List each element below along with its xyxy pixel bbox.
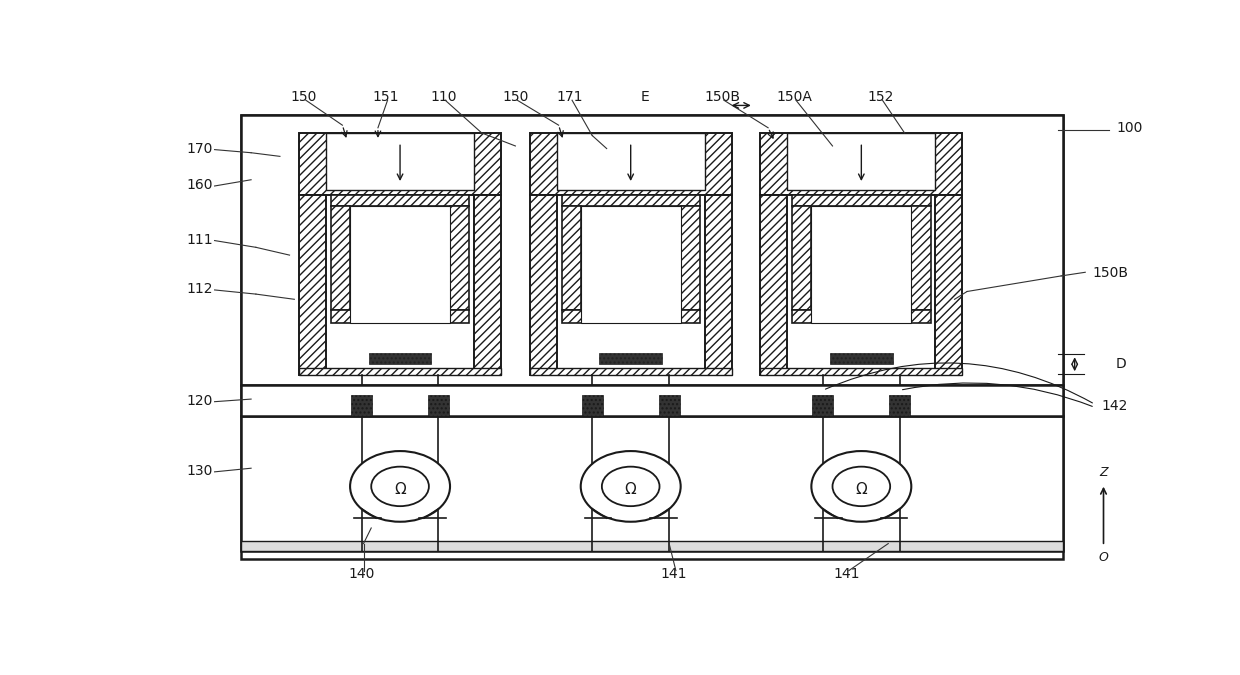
Bar [787,133,935,190]
Bar [792,206,811,310]
Text: 100: 100 [1116,121,1142,135]
Text: 110: 110 [430,90,456,103]
Bar [557,133,704,190]
Bar [299,133,501,195]
Bar [350,206,450,323]
Text: 142: 142 [1101,399,1128,413]
Bar [299,369,501,375]
Text: 130: 130 [186,464,213,478]
Text: D: D [1116,357,1127,371]
Bar [935,195,962,375]
Bar [830,353,893,365]
Bar [474,195,501,375]
Bar [242,541,1063,551]
Bar [681,206,699,310]
Bar [331,195,469,206]
Bar [242,385,1063,416]
Bar [760,133,962,195]
Bar [792,310,930,323]
Bar [529,133,732,195]
Text: 170: 170 [186,142,213,155]
Text: 141: 141 [833,567,861,580]
Bar [599,353,662,365]
Ellipse shape [350,451,450,522]
Bar [760,195,787,375]
Text: Ω: Ω [856,481,867,497]
Text: Ω: Ω [625,481,636,497]
Text: 151: 151 [372,90,399,103]
Text: 152: 152 [867,90,894,103]
Bar [760,369,962,375]
Bar [562,206,580,310]
Bar [580,206,681,323]
Ellipse shape [832,466,890,506]
Bar [704,195,732,375]
Ellipse shape [580,451,681,522]
Bar [911,206,930,310]
Bar [242,115,1063,559]
Bar [562,310,699,323]
Text: 111: 111 [186,232,213,246]
Text: O: O [1099,551,1109,564]
Text: 150: 150 [290,90,317,103]
Text: 120: 120 [186,394,213,408]
Bar [368,353,432,365]
Text: Z: Z [1099,466,1107,479]
Bar [326,133,474,190]
Text: 171: 171 [557,90,583,103]
Bar [811,206,911,323]
Text: Ω: Ω [394,481,405,497]
Bar [562,195,699,206]
Ellipse shape [811,451,911,522]
Bar [529,369,732,375]
Bar [658,396,680,416]
Bar [889,396,910,416]
Bar [450,206,469,310]
Bar [582,396,603,416]
Ellipse shape [371,466,429,506]
Text: 160: 160 [186,178,213,192]
Text: 150: 150 [502,90,528,103]
Bar [351,396,372,416]
Bar [242,115,1063,385]
Text: 140: 140 [348,567,374,580]
Text: 112: 112 [186,282,213,296]
Bar [792,195,930,206]
Bar [812,396,833,416]
Text: 150B: 150B [704,90,740,103]
Bar [529,195,557,375]
Bar [299,195,326,375]
Bar [331,206,350,310]
Text: 150A: 150A [776,90,812,103]
Bar [428,396,449,416]
Ellipse shape [601,466,660,506]
Text: 141: 141 [661,567,687,580]
Bar [242,416,1063,551]
Text: 150B: 150B [1092,267,1128,280]
Text: E: E [641,90,650,103]
Bar [331,310,469,323]
